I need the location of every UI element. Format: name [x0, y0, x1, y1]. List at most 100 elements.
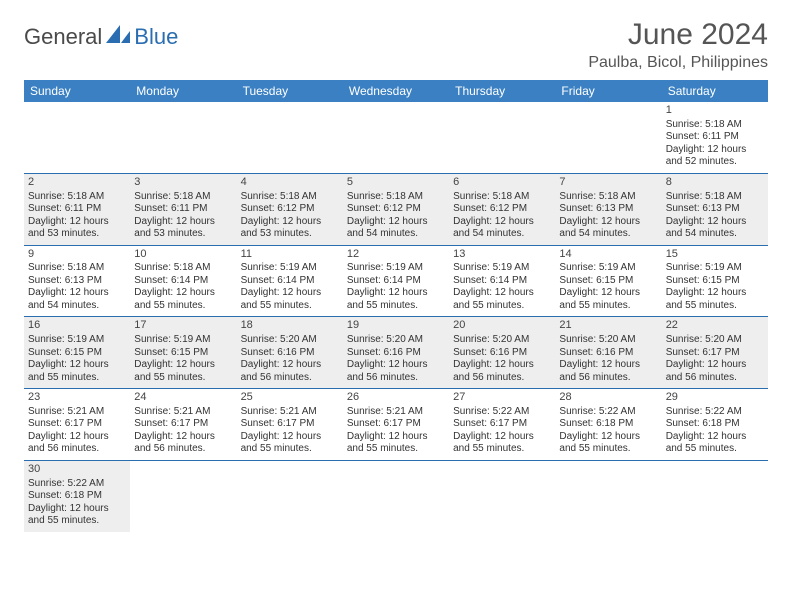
- calendar-day-cell: 8Sunrise: 5:18 AMSunset: 6:13 PMDaylight…: [662, 173, 768, 245]
- day-number: 11: [241, 248, 339, 262]
- sunset-line: Sunset: 6:15 PM: [559, 275, 657, 288]
- sunset-line: Sunset: 6:11 PM: [28, 203, 126, 216]
- calendar-week-row: 30Sunrise: 5:22 AMSunset: 6:18 PMDayligh…: [24, 460, 768, 531]
- day-number: 24: [134, 391, 232, 405]
- sunrise-line: Sunrise: 5:21 AM: [28, 406, 126, 419]
- calendar-day-cell: 28Sunrise: 5:22 AMSunset: 6:18 PMDayligh…: [555, 389, 661, 461]
- calendar-day-cell: [555, 460, 661, 531]
- day-number: 10: [134, 248, 232, 262]
- sunrise-line: Sunrise: 5:19 AM: [559, 262, 657, 275]
- sunset-line: Sunset: 6:13 PM: [666, 203, 764, 216]
- calendar-day-cell: 6Sunrise: 5:18 AMSunset: 6:12 PMDaylight…: [449, 173, 555, 245]
- sunset-line: Sunset: 6:17 PM: [241, 418, 339, 431]
- sunset-line: Sunset: 6:14 PM: [134, 275, 232, 288]
- day-number: 25: [241, 391, 339, 405]
- day-number: 5: [347, 176, 445, 190]
- calendar-day-cell: 19Sunrise: 5:20 AMSunset: 6:16 PMDayligh…: [343, 317, 449, 389]
- sunrise-line: Sunrise: 5:19 AM: [241, 262, 339, 275]
- daylight-line: Daylight: 12 hours and 54 minutes.: [453, 216, 551, 241]
- sunrise-line: Sunrise: 5:22 AM: [666, 406, 764, 419]
- sunrise-line: Sunrise: 5:19 AM: [453, 262, 551, 275]
- sunset-line: Sunset: 6:17 PM: [28, 418, 126, 431]
- calendar-day-cell: [343, 460, 449, 531]
- calendar-day-cell: 20Sunrise: 5:20 AMSunset: 6:16 PMDayligh…: [449, 317, 555, 389]
- sunrise-line: Sunrise: 5:18 AM: [134, 191, 232, 204]
- sunrise-line: Sunrise: 5:18 AM: [347, 191, 445, 204]
- sunrise-line: Sunrise: 5:21 AM: [347, 406, 445, 419]
- sunset-line: Sunset: 6:17 PM: [453, 418, 551, 431]
- calendar-day-cell: 9Sunrise: 5:18 AMSunset: 6:13 PMDaylight…: [24, 245, 130, 317]
- sunrise-line: Sunrise: 5:18 AM: [28, 262, 126, 275]
- calendar-day-cell: 18Sunrise: 5:20 AMSunset: 6:16 PMDayligh…: [237, 317, 343, 389]
- day-number: 12: [347, 248, 445, 262]
- month-title: June 2024: [588, 18, 768, 52]
- daylight-line: Daylight: 12 hours and 53 minutes.: [134, 216, 232, 241]
- day-number: 29: [666, 391, 764, 405]
- calendar-day-cell: 1Sunrise: 5:18 AMSunset: 6:11 PMDaylight…: [662, 102, 768, 173]
- daylight-line: Daylight: 12 hours and 55 minutes.: [241, 287, 339, 312]
- calendar-body: 1Sunrise: 5:18 AMSunset: 6:11 PMDaylight…: [24, 102, 768, 532]
- day-number: 22: [666, 319, 764, 333]
- daylight-line: Daylight: 12 hours and 53 minutes.: [28, 216, 126, 241]
- daylight-line: Daylight: 12 hours and 55 minutes.: [28, 359, 126, 384]
- day-number: 9: [28, 248, 126, 262]
- day-number: 27: [453, 391, 551, 405]
- day-number: 30: [28, 463, 126, 477]
- calendar-day-cell: 16Sunrise: 5:19 AMSunset: 6:15 PMDayligh…: [24, 317, 130, 389]
- page-header: General Blue June 2024 Paulba, Bicol, Ph…: [24, 18, 768, 72]
- day-number: 19: [347, 319, 445, 333]
- daylight-line: Daylight: 12 hours and 56 minutes.: [28, 431, 126, 456]
- sunset-line: Sunset: 6:15 PM: [666, 275, 764, 288]
- daylight-line: Daylight: 12 hours and 56 minutes.: [134, 431, 232, 456]
- daylight-line: Daylight: 12 hours and 55 minutes.: [559, 287, 657, 312]
- sunset-line: Sunset: 6:12 PM: [347, 203, 445, 216]
- day-number: 26: [347, 391, 445, 405]
- sunset-line: Sunset: 6:11 PM: [134, 203, 232, 216]
- sunrise-line: Sunrise: 5:19 AM: [347, 262, 445, 275]
- sunrise-line: Sunrise: 5:21 AM: [241, 406, 339, 419]
- daylight-line: Daylight: 12 hours and 55 minutes.: [134, 287, 232, 312]
- sunrise-line: Sunrise: 5:18 AM: [666, 191, 764, 204]
- sunset-line: Sunset: 6:14 PM: [347, 275, 445, 288]
- calendar-day-cell: 3Sunrise: 5:18 AMSunset: 6:11 PMDaylight…: [130, 173, 236, 245]
- sunrise-line: Sunrise: 5:22 AM: [559, 406, 657, 419]
- day-number: 21: [559, 319, 657, 333]
- calendar-day-cell: 5Sunrise: 5:18 AMSunset: 6:12 PMDaylight…: [343, 173, 449, 245]
- calendar-week-row: 1Sunrise: 5:18 AMSunset: 6:11 PMDaylight…: [24, 102, 768, 173]
- calendar-day-cell: [555, 102, 661, 173]
- title-block: June 2024 Paulba, Bicol, Philippines: [588, 18, 768, 72]
- weekday-header: Monday: [130, 80, 236, 102]
- daylight-line: Daylight: 12 hours and 55 minutes.: [453, 287, 551, 312]
- daylight-line: Daylight: 12 hours and 55 minutes.: [134, 359, 232, 384]
- sunset-line: Sunset: 6:12 PM: [241, 203, 339, 216]
- calendar-day-cell: 29Sunrise: 5:22 AMSunset: 6:18 PMDayligh…: [662, 389, 768, 461]
- calendar-day-cell: 17Sunrise: 5:19 AMSunset: 6:15 PMDayligh…: [130, 317, 236, 389]
- sunset-line: Sunset: 6:18 PM: [28, 490, 126, 503]
- daylight-line: Daylight: 12 hours and 55 minutes.: [241, 431, 339, 456]
- sunset-line: Sunset: 6:16 PM: [453, 347, 551, 360]
- weekday-header: Thursday: [449, 80, 555, 102]
- calendar-week-row: 9Sunrise: 5:18 AMSunset: 6:13 PM Daylight…: [24, 245, 768, 317]
- daylight-line: Daylight: 12 hours and 54 minutes.: [559, 216, 657, 241]
- calendar-day-cell: 21Sunrise: 5:20 AMSunset: 6:16 PMDayligh…: [555, 317, 661, 389]
- day-number: 4: [241, 176, 339, 190]
- calendar-day-cell: 24Sunrise: 5:21 AMSunset: 6:17 PMDayligh…: [130, 389, 236, 461]
- daylight-line: Daylight: 12 hours and 55 minutes.: [666, 287, 764, 312]
- calendar-day-cell: 7Sunrise: 5:18 AMSunset: 6:13 PMDaylight…: [555, 173, 661, 245]
- day-number: 17: [134, 319, 232, 333]
- sunrise-line: Sunrise: 5:21 AM: [134, 406, 232, 419]
- calendar-day-cell: [343, 102, 449, 173]
- sunset-line: Sunset: 6:17 PM: [134, 418, 232, 431]
- daylight-line: Daylight: 12 hours and 56 minutes.: [241, 359, 339, 384]
- sunset-line: Sunset: 6:15 PM: [134, 347, 232, 360]
- calendar-day-cell: [449, 102, 555, 173]
- daylight-line: Daylight: 12 hours and 55 minutes.: [347, 431, 445, 456]
- weekday-header: Sunday: [24, 80, 130, 102]
- calendar-day-cell: 30Sunrise: 5:22 AMSunset: 6:18 PMDayligh…: [24, 460, 130, 531]
- calendar-week-row: 16Sunrise: 5:19 AMSunset: 6:15 PMDayligh…: [24, 317, 768, 389]
- day-number: 6: [453, 176, 551, 190]
- day-number: 13: [453, 248, 551, 262]
- sunset-line: Sunset: 6:14 PM: [453, 275, 551, 288]
- sunset-line: Sunset: 6:13 PM: [28, 275, 126, 288]
- calendar-day-cell: 11Sunrise: 5:19 AMSunset: 6:14 PMDayligh…: [237, 245, 343, 317]
